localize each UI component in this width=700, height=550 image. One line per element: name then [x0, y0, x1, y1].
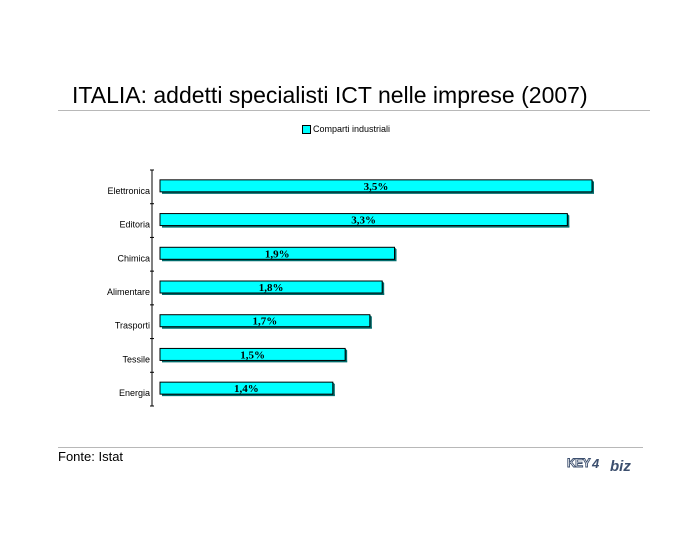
key4biz-logo: KEY 4 biz — [565, 452, 645, 481]
svg-text:4: 4 — [591, 456, 600, 471]
bar — [159, 246, 396, 260]
data-label: 1,7% — [253, 316, 278, 328]
category-label: Alimentare — [107, 287, 150, 297]
data-label: 1,5% — [240, 349, 265, 361]
bar-shadow-side — [369, 314, 372, 329]
svg-text:KEY: KEY — [567, 456, 591, 470]
footer-divider — [58, 447, 643, 448]
bar — [159, 179, 593, 193]
bar — [159, 213, 568, 227]
title-divider — [58, 110, 650, 111]
bar — [159, 314, 371, 328]
category-label: Elettronica — [107, 186, 150, 196]
category-label: Chimica — [117, 253, 150, 263]
legend-swatch — [302, 124, 311, 134]
category-label: Energia — [119, 388, 150, 398]
bar — [159, 381, 334, 395]
chart-legend: Comparti industriali — [302, 124, 390, 134]
data-label: 3,3% — [351, 215, 376, 227]
svg-text:biz: biz — [610, 458, 631, 475]
data-label: 1,9% — [265, 248, 290, 260]
bar — [159, 347, 346, 361]
legend-label: Comparti industriali — [313, 124, 391, 134]
category-label: Tessile — [122, 354, 150, 364]
page-title: ITALIA: addetti specialisti ICT nelle im… — [72, 82, 588, 108]
category-label: Trasporti — [115, 321, 150, 331]
bar — [159, 280, 383, 294]
data-label: 1,4% — [234, 383, 259, 395]
source-note: Fonte: Istat — [58, 449, 124, 464]
data-label: 1,8% — [259, 282, 284, 294]
data-label: 3,5% — [364, 181, 389, 193]
category-label: Editoria — [119, 220, 150, 230]
